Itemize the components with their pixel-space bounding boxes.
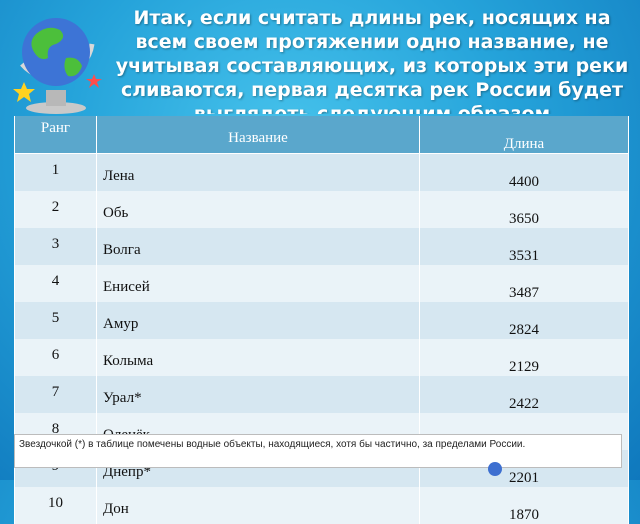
length-cell: 3650 <box>509 211 539 227</box>
header-name: Название <box>96 116 420 154</box>
rank-cell: 7 <box>51 384 60 400</box>
star-icon <box>13 82 35 102</box>
length-cell: 4400 <box>509 174 539 190</box>
name-cell: Урал* <box>103 390 142 406</box>
rank-cell: 3 <box>51 236 60 252</box>
rank-cell: 4 <box>51 273 60 289</box>
table-row: 10 Дон 1870 <box>14 487 629 524</box>
length-cell: 2422 <box>509 396 539 412</box>
length-cell: 3487 <box>509 285 539 301</box>
name-cell: Обь <box>103 205 129 221</box>
rank-cell: 6 <box>51 347 60 363</box>
length-cell: 2129 <box>509 359 539 375</box>
rank-cell: 5 <box>51 310 60 326</box>
rank-cell: 10 <box>48 495 63 511</box>
length-cell: 3531 <box>509 248 539 264</box>
table-row: 5 Амур 2824 <box>14 302 629 339</box>
table-header-row: Ранг Название Длина <box>14 116 629 154</box>
table-row: 4 Енисей 3487 <box>14 265 629 302</box>
header-rank: Ранг <box>14 116 97 154</box>
rank-cell: 2 <box>51 199 60 215</box>
name-cell: Лена <box>103 168 135 184</box>
length-cell: 1870 <box>509 507 539 523</box>
name-cell: Днепр* <box>103 464 151 480</box>
page-title: Итак, если считать длины рек, носящих на… <box>115 7 629 114</box>
name-cell: Енисей <box>103 279 150 295</box>
table-row: 1 Лена 4400 <box>14 153 629 191</box>
name-cell: Колыма <box>103 353 154 369</box>
rank-cell: 8 <box>51 421 60 437</box>
table-row: 2 Обь 3650 <box>14 191 629 228</box>
rank-cell: 1 <box>51 162 60 178</box>
table-row: 3 Волга 3531 <box>14 228 629 265</box>
length-cell: 2824 <box>509 322 539 338</box>
decorative-dot <box>488 462 502 476</box>
footnote: Звездочкой (*) в таблице помечены водные… <box>14 434 622 468</box>
table-row: 7 Урал* 2422 <box>14 376 629 413</box>
globe-icon <box>13 18 102 114</box>
header-length: Длина <box>419 116 629 154</box>
name-cell: Амур <box>103 316 139 332</box>
name-cell: Дон <box>103 501 129 517</box>
name-cell: Волга <box>103 242 141 258</box>
table-row: 6 Колыма 2129 <box>14 339 629 376</box>
